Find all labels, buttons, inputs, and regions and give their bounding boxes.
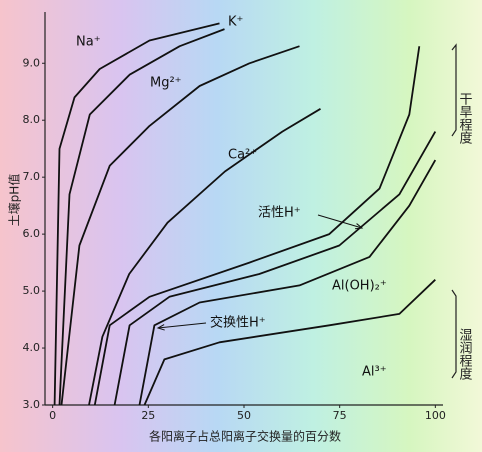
bracket <box>451 43 457 137</box>
x-tick-label: 100 <box>425 409 446 422</box>
y-tick-label: 5.0 <box>23 284 41 297</box>
y-tick-label: 6.0 <box>23 227 41 240</box>
curve-label: Mg²⁺ <box>150 76 182 91</box>
y-axis-label: 土壤pH值 <box>7 174 22 227</box>
y-tick-label: 8.0 <box>23 113 41 126</box>
y-tick-label: 4.0 <box>23 341 41 354</box>
curve <box>58 28 225 406</box>
arrow-line <box>317 214 363 229</box>
curve <box>138 159 437 406</box>
curve-label: Ca²⁺ <box>228 148 257 163</box>
curve <box>93 46 421 406</box>
curve <box>88 108 321 406</box>
y-tick-label: 7.0 <box>23 170 41 183</box>
x-tick-label: 50 <box>237 409 251 422</box>
arrow-head <box>156 324 165 331</box>
arrow-head <box>354 223 364 230</box>
x-axis-label: 各阳离子占总阳离子交换量的百分数 <box>149 429 341 444</box>
bracket <box>451 289 457 379</box>
arrow-line <box>157 322 207 329</box>
curve-label: Al(OH)₂⁺ <box>332 279 387 294</box>
curve <box>113 131 437 406</box>
y-tick-label: 9.0 <box>23 56 41 69</box>
side-label: 湿润程度 <box>457 328 473 380</box>
curve-label: Na⁺ <box>76 35 101 50</box>
curve-label: 交换性H⁺ <box>210 315 266 331</box>
curve <box>143 279 436 406</box>
curve-label: Al³⁺ <box>362 365 387 380</box>
x-tick-label: 25 <box>141 409 155 422</box>
y-tick-label: 3.0 <box>23 398 41 411</box>
curve-label: 活性H⁺ <box>258 206 301 221</box>
curve <box>53 22 220 406</box>
curve-label: K⁺ <box>228 15 243 30</box>
x-tick-label: 0 <box>49 409 56 422</box>
side-label: 干旱程度 <box>457 92 473 144</box>
curve <box>60 45 300 406</box>
x-tick-label: 75 <box>333 409 347 422</box>
